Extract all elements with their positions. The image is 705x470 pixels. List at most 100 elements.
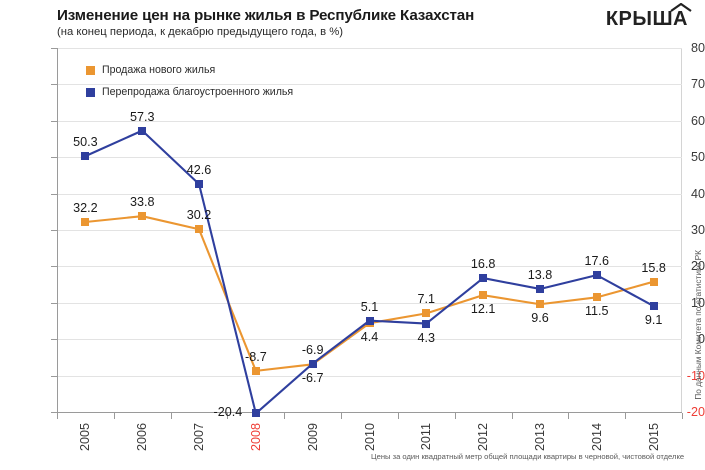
data-point-marker — [365, 316, 374, 325]
y-axis-tick — [51, 375, 57, 377]
data-label: 16.8 — [470, 257, 496, 272]
data-point-marker — [535, 300, 544, 309]
data-point-marker — [479, 274, 488, 283]
y-axis-label: 30 — [690, 223, 705, 237]
data-label: 33.8 — [129, 195, 155, 210]
krysha-logo: КРЫША — [605, 3, 692, 31]
y-axis-label: 60 — [690, 113, 705, 128]
data-point-marker — [422, 319, 431, 328]
data-point-marker — [422, 309, 431, 318]
chart-header: Изменение цен на рынке жилья в Республик… — [0, 0, 705, 44]
x-axis-label: 2010 — [362, 423, 377, 452]
data-point-marker — [138, 212, 147, 221]
x-axis-label: 2008 — [248, 423, 263, 452]
y-axis-tick — [51, 266, 57, 268]
x-axis-label: 2006 — [135, 423, 150, 452]
x-axis-line — [57, 412, 682, 413]
data-label: 50.3 — [73, 135, 98, 150]
data-label: 7.1 — [417, 292, 436, 307]
gridline — [58, 120, 682, 122]
y-axis-tick — [51, 48, 57, 49]
legend-item-blue: Перепродажа благоустроенного жилья — [86, 84, 293, 100]
y-axis-label: 0 — [697, 332, 705, 347]
gridline — [58, 48, 682, 49]
x-axis-tick — [398, 413, 399, 419]
data-point-marker — [251, 366, 260, 375]
y-axis-tick — [51, 157, 57, 159]
y-axis-tick — [51, 412, 57, 413]
gridline — [58, 375, 682, 377]
legend-label-orange: Продажа нового жилья — [102, 64, 216, 76]
data-label: -20.4 — [213, 405, 243, 420]
x-axis-label: 2013 — [532, 423, 547, 452]
data-label: 57.3 — [129, 109, 155, 124]
x-axis-label: 2011 — [419, 423, 434, 451]
y-axis-tick — [51, 339, 57, 341]
data-label: 30.2 — [186, 208, 212, 223]
data-label: 15.8 — [641, 260, 666, 275]
x-axis-label: 2012 — [476, 423, 491, 452]
data-label: 9.1 — [644, 313, 663, 328]
data-label: 9.6 — [531, 311, 549, 326]
x-axis-tick — [227, 413, 228, 419]
data-label: 13.8 — [527, 267, 553, 282]
y-axis-label: 80 — [690, 41, 705, 55]
data-label: 32.2 — [73, 200, 98, 215]
x-axis-tick — [682, 413, 683, 419]
y-axis-tick — [51, 302, 57, 304]
x-axis-tick — [625, 413, 626, 419]
data-point-marker — [308, 359, 317, 368]
data-point-marker — [138, 126, 147, 135]
y-axis-tick — [51, 120, 57, 122]
data-point-marker — [251, 409, 260, 418]
y-axis-tick — [51, 193, 57, 195]
data-label: 5.1 — [360, 299, 379, 314]
x-axis-label: 2009 — [305, 423, 320, 452]
y-axis-label: 70 — [690, 77, 705, 92]
data-point-marker — [649, 302, 658, 311]
gridline — [58, 84, 682, 86]
footer-note: Цены за один квадратный метр общей площа… — [371, 452, 685, 461]
x-axis-tick — [568, 413, 569, 419]
data-label: 4.3 — [417, 330, 436, 345]
x-axis-label: 2014 — [589, 423, 604, 452]
y-axis-tick — [51, 84, 57, 86]
data-point-marker — [195, 180, 204, 189]
roof-icon — [670, 3, 692, 12]
y-axis-label: -10 — [686, 368, 705, 383]
data-label: 17.6 — [584, 254, 610, 269]
x-axis-label: 2005 — [78, 423, 93, 452]
logo-text: КРЫША — [605, 8, 688, 30]
page-subtitle: (на конец периода, к декабрю предыдущего… — [57, 26, 344, 38]
y-axis-label: -20 — [686, 405, 705, 419]
data-point-marker — [81, 217, 90, 226]
x-axis-tick — [455, 413, 456, 419]
legend-swatch-blue — [86, 87, 95, 97]
x-axis-tick — [171, 413, 172, 419]
data-label: -6.9 — [301, 343, 324, 358]
data-label: 42.6 — [186, 163, 212, 178]
data-point-marker — [649, 277, 658, 286]
x-axis-tick — [57, 413, 58, 419]
data-label: -8.7 — [245, 349, 267, 364]
y-axis-line — [57, 48, 58, 413]
data-point-marker — [592, 271, 601, 280]
gridline — [58, 157, 682, 159]
legend-item-orange: Продажа нового жилья — [86, 62, 293, 78]
data-point-marker — [592, 293, 601, 302]
data-label: 11.5 — [584, 304, 609, 319]
data-label: 4.4 — [360, 330, 379, 345]
legend: Продажа нового жилья Перепродажа благоус… — [86, 62, 293, 106]
x-axis-label: 2007 — [192, 423, 207, 452]
y-axis-tick — [51, 230, 57, 231]
x-axis-tick — [114, 413, 115, 419]
x-axis-tick — [341, 413, 342, 419]
data-point-marker — [479, 291, 488, 300]
legend-label-blue: Перепродажа благоустроенного жилья — [102, 86, 294, 98]
x-axis-tick — [284, 413, 285, 419]
page-title: Изменение цен на рынке жилья в Республик… — [57, 7, 475, 24]
data-label: -6.7 — [301, 370, 324, 385]
y-axis-label: 20 — [690, 259, 705, 274]
x-axis-label: 2015 — [646, 423, 661, 452]
